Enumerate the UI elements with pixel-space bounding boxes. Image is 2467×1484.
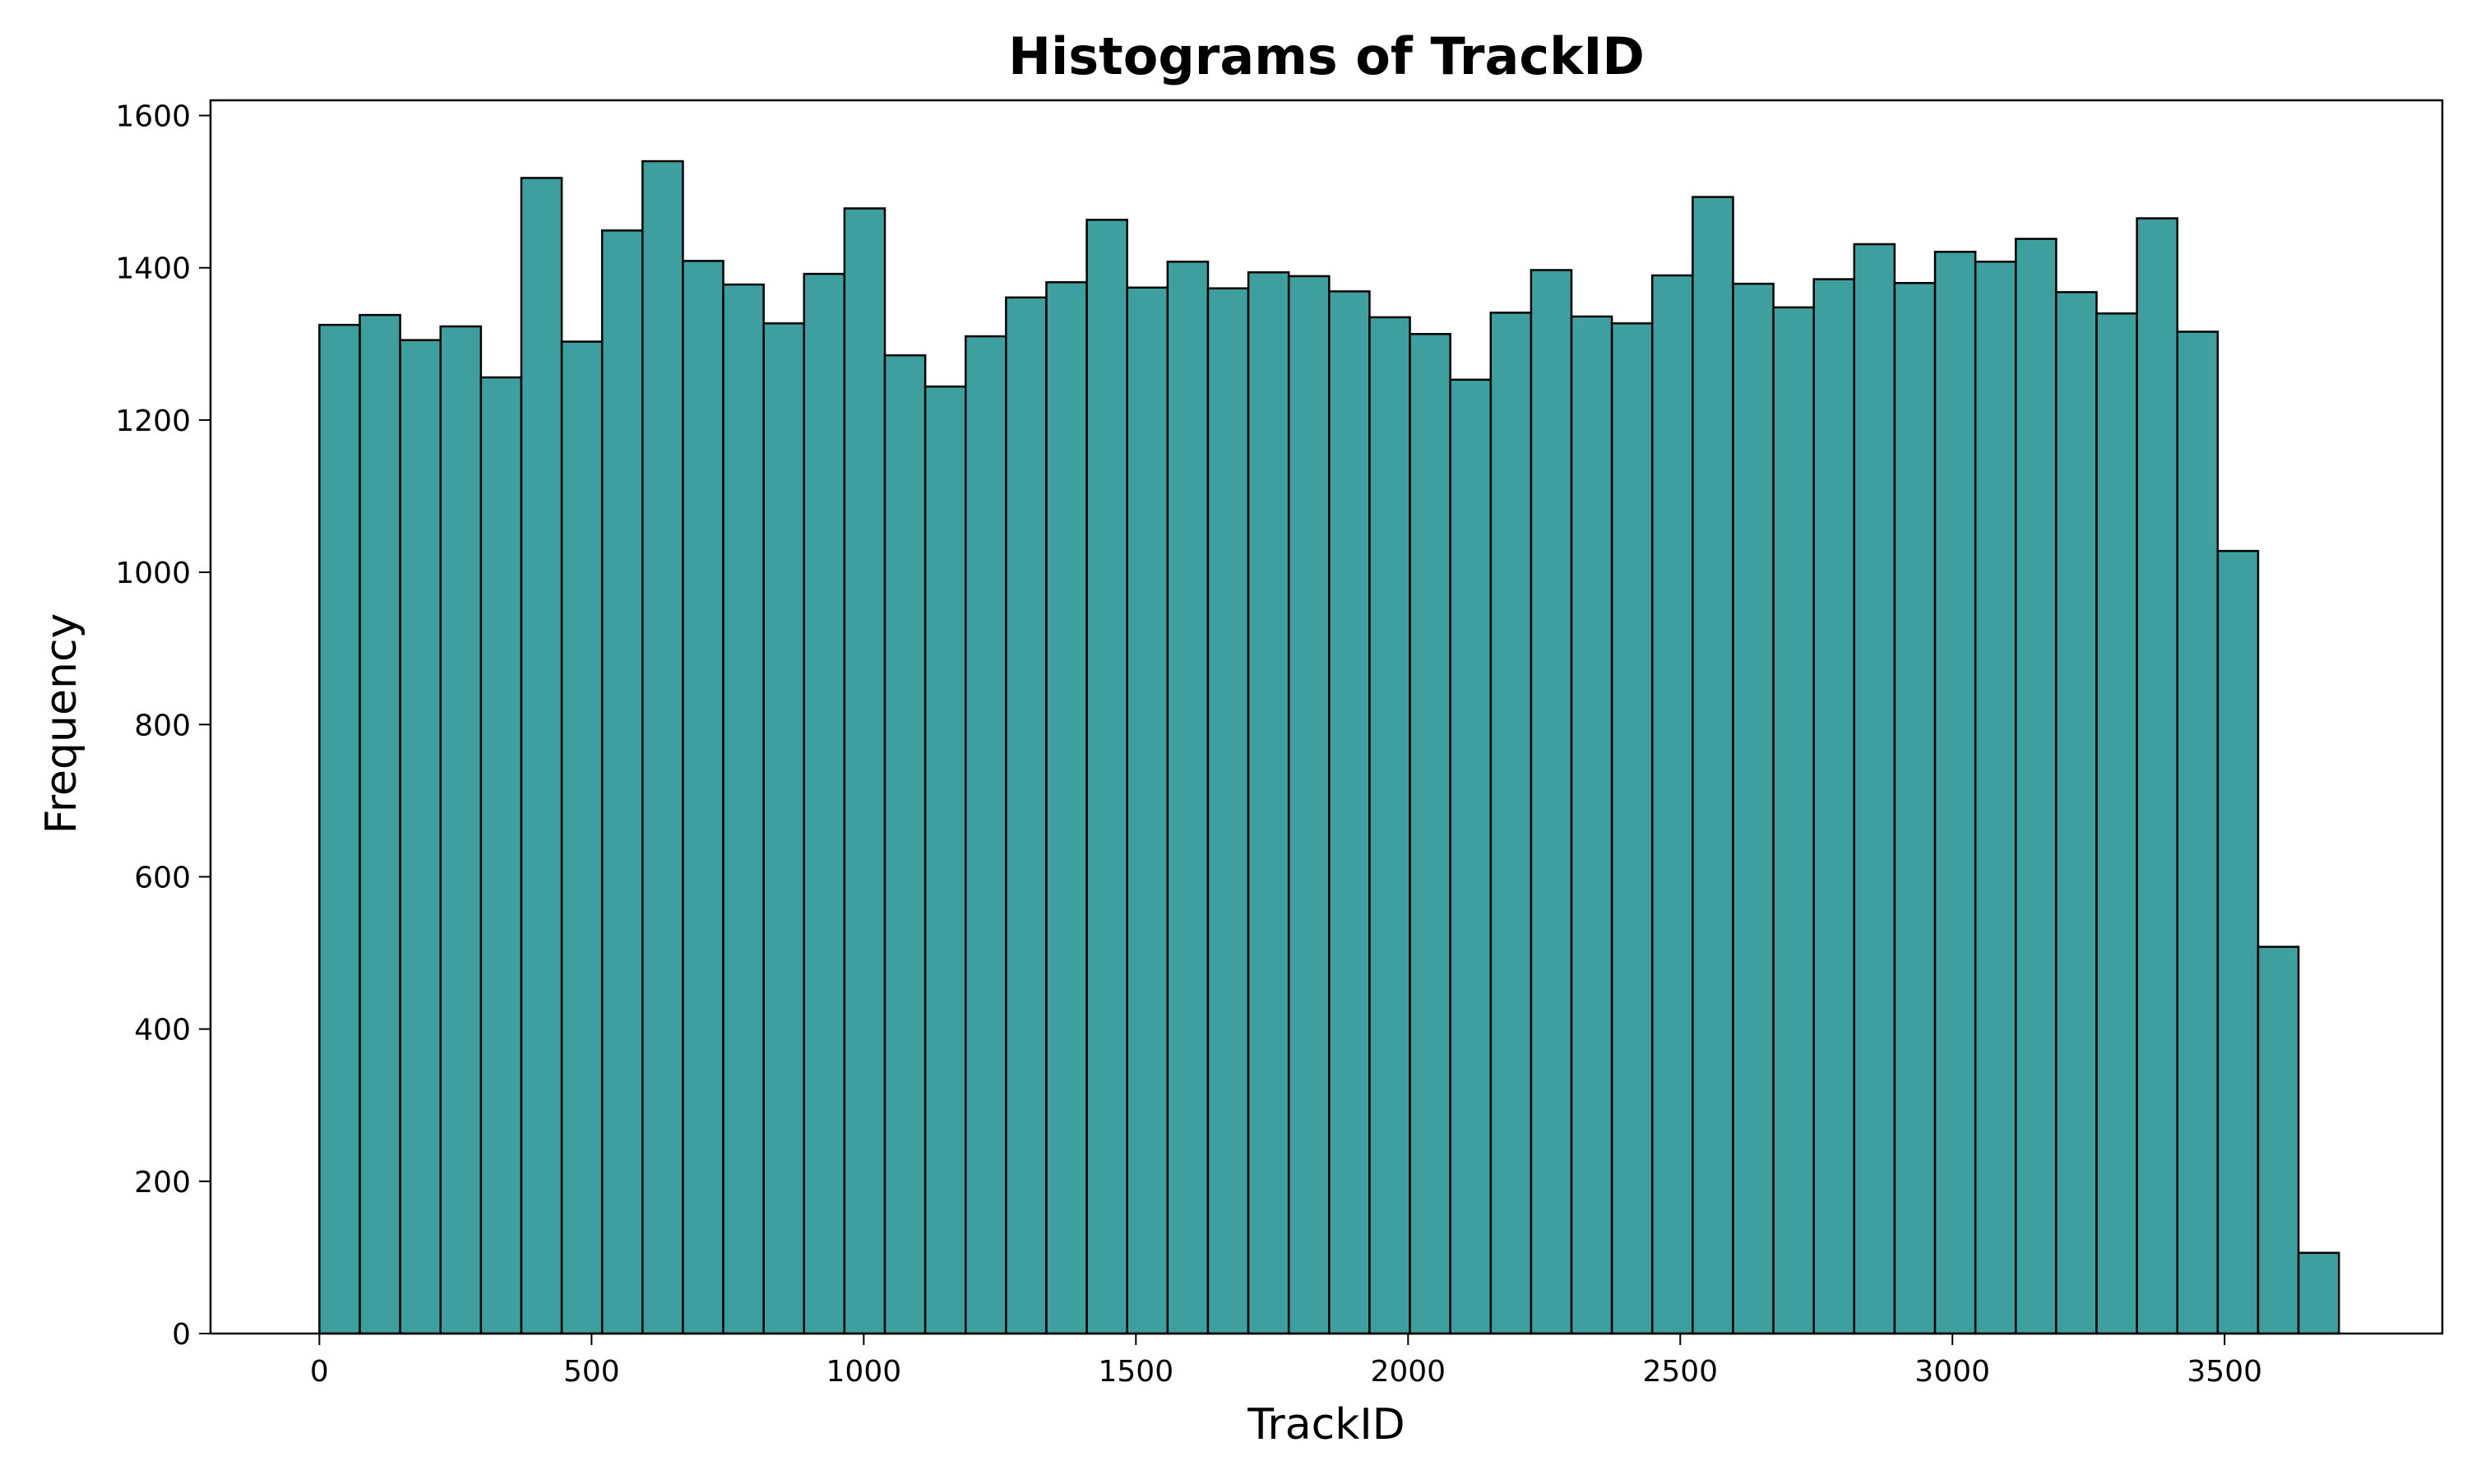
plot-frame <box>209 99 2444 1335</box>
histogram-bar <box>1409 333 1451 1335</box>
histogram-bar <box>843 207 886 1335</box>
y-tick-label: 1600 <box>115 100 191 134</box>
histogram-bar <box>439 325 483 1335</box>
histogram-bar <box>318 323 361 1335</box>
y-tick-label: 200 <box>134 1166 191 1200</box>
histogram-bar <box>1005 296 1048 1335</box>
x-tick-label: 2500 <box>1642 1355 1718 1389</box>
histogram-bar <box>359 313 401 1335</box>
histogram-bar <box>1570 315 1613 1335</box>
histogram-bar <box>1610 322 1654 1335</box>
x-tick-label: 0 <box>310 1355 329 1389</box>
histogram-bar <box>2216 549 2260 1335</box>
histogram-bar <box>560 340 604 1335</box>
bars-layer <box>318 159 2340 1335</box>
y-tick-label: 1400 <box>115 252 191 286</box>
histogram-bar <box>1328 290 1371 1335</box>
x-tick-label: 1500 <box>1099 1355 1174 1389</box>
histogram-bar <box>1893 281 1937 1335</box>
y-tick-label: 600 <box>134 861 191 895</box>
x-tick-label: 3000 <box>1914 1355 1990 1389</box>
histogram-bar <box>2256 945 2300 1335</box>
histogram-bar <box>1166 261 1210 1335</box>
histogram-bar <box>399 339 442 1335</box>
histogram-bar <box>722 283 765 1335</box>
histogram-bar <box>2297 1251 2340 1335</box>
histogram-bar <box>1732 282 1775 1335</box>
x-axis: 0 500 1000 1500 2000 2500 3000 3500 <box>310 1334 2262 1389</box>
histogram-bar <box>682 260 724 1335</box>
histogram-bar <box>803 272 846 1335</box>
y-tick-label: 0 <box>172 1318 191 1352</box>
y-tick-label: 1000 <box>115 557 191 590</box>
y-axis: 0 200 400 600 800 1000 1200 1400 1600 <box>115 100 211 1352</box>
chart-title: Histograms of TrackID <box>1008 26 1645 86</box>
histogram-bar <box>641 159 684 1335</box>
histogram-bar <box>1812 278 1856 1335</box>
histogram-bar <box>1126 286 1169 1335</box>
histogram-bar <box>2055 291 2098 1335</box>
y-tick-label: 800 <box>134 709 191 742</box>
histogram-bar <box>479 376 523 1335</box>
histogram-bar <box>600 229 644 1335</box>
histogram-bar <box>965 335 1007 1335</box>
x-tick-label: 2000 <box>1370 1355 1446 1389</box>
histogram-bar <box>1085 219 1128 1335</box>
y-tick-label: 1200 <box>115 405 191 438</box>
histogram-bar <box>2136 217 2179 1335</box>
histogram-bar <box>2015 238 2057 1335</box>
y-tick-label: 400 <box>134 1014 191 1047</box>
x-tick-label: 1000 <box>826 1355 902 1389</box>
histogram-bar <box>1974 261 2017 1335</box>
histogram-bar <box>2176 331 2219 1335</box>
x-tick-label: 3500 <box>2187 1355 2262 1389</box>
histogram-bar <box>1287 275 1331 1335</box>
histogram-bar <box>762 322 806 1335</box>
histogram-bar <box>520 177 563 1335</box>
histogram-bar <box>1933 251 1977 1335</box>
histogram-bar <box>1449 378 1493 1335</box>
histogram-bar <box>1772 306 1815 1335</box>
histogram-bar <box>1206 287 1250 1335</box>
x-axis-label: TrackID <box>1247 1400 1405 1449</box>
x-tick-label: 500 <box>563 1355 620 1389</box>
histogram-bar <box>2095 312 2138 1335</box>
histogram-bar <box>1045 281 1088 1335</box>
histogram-bar <box>1368 316 1411 1335</box>
histogram-bar <box>1692 196 1734 1335</box>
y-axis-label: Frequency <box>37 613 86 834</box>
histogram-bar <box>883 354 927 1335</box>
histogram-bar <box>923 385 967 1335</box>
histogram-bar <box>1650 274 1694 1335</box>
histogram-bar <box>1489 312 1533 1335</box>
histogram-bar <box>1530 269 1573 1335</box>
histogram-bar <box>1247 271 1290 1335</box>
histogram-bar <box>1853 243 1896 1335</box>
